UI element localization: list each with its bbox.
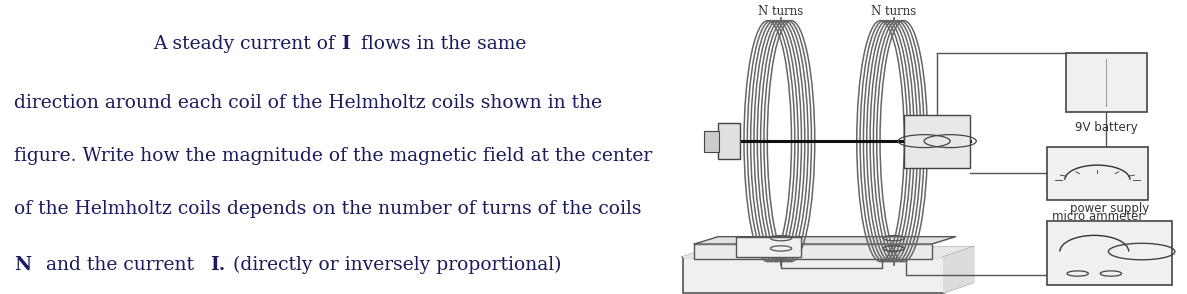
Text: −: − [1112,72,1124,86]
Text: flows in the same: flows in the same [355,35,526,53]
Text: micro ammeter: micro ammeter [1052,210,1143,223]
Text: (directly or inversely proportional): (directly or inversely proportional) [227,255,561,274]
Text: N: N [14,255,31,274]
FancyBboxPatch shape [1066,53,1147,112]
FancyBboxPatch shape [736,237,801,257]
Polygon shape [694,237,956,244]
FancyBboxPatch shape [704,131,719,152]
Text: I.: I. [210,255,226,274]
FancyBboxPatch shape [1047,147,1148,200]
Text: power supply: power supply [1069,202,1149,215]
Text: figure. Write how the magnitude of the magnetic field at the center: figure. Write how the magnitude of the m… [14,147,653,165]
Text: of the Helmholtz coils depends on the number of turns of the coils: of the Helmholtz coils depends on the nu… [14,200,642,218]
FancyBboxPatch shape [694,244,932,259]
Text: A steady current of: A steady current of [153,35,341,53]
Text: direction around each coil of the Helmholtz coils shown in the: direction around each coil of the Helmho… [14,94,602,112]
Text: I: I [341,35,349,53]
FancyBboxPatch shape [718,123,740,159]
Text: N turns: N turns [871,5,916,18]
Polygon shape [944,247,973,293]
Text: +: + [1085,73,1096,86]
Text: and the current: and the current [40,255,201,274]
Text: 9V battery: 9V battery [1075,121,1137,134]
Text: N turns: N turns [758,5,804,18]
FancyBboxPatch shape [1047,220,1172,285]
Polygon shape [683,247,973,257]
FancyBboxPatch shape [683,257,944,293]
FancyBboxPatch shape [904,115,970,168]
